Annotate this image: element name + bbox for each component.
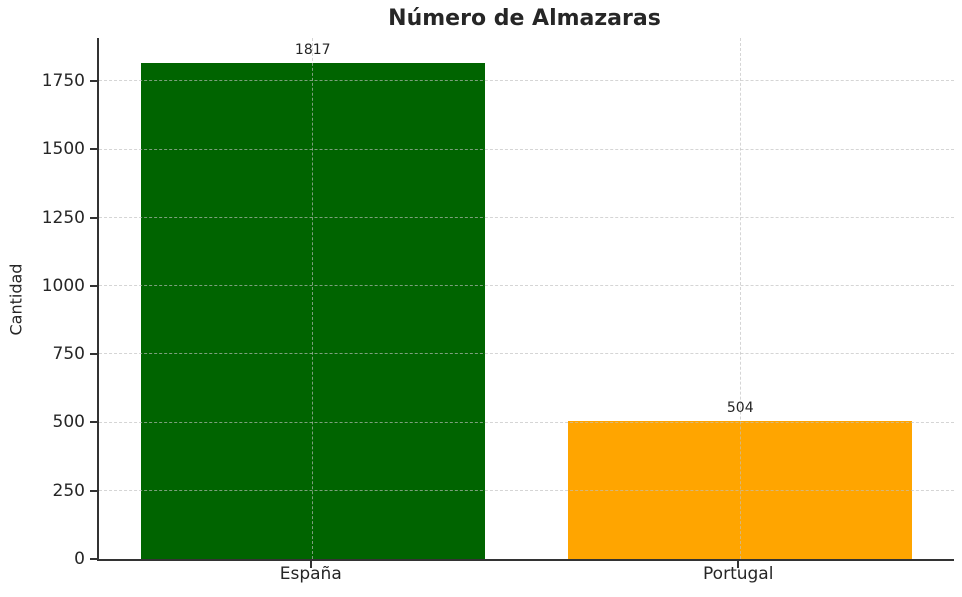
x-tick-mark [309, 561, 312, 568]
gridline-horizontal [99, 421, 954, 423]
y-tick-label: 1000 [41, 275, 85, 296]
gridline-horizontal [99, 489, 954, 491]
y-tick-label: 0 [74, 549, 85, 569]
y-tick-mark [90, 80, 97, 83]
chart-title: Número de Almazaras [388, 6, 661, 31]
x-tick-label: Portugal [703, 564, 774, 584]
bar-value-label: 1817 [294, 41, 331, 58]
gridline-vertical [739, 38, 741, 559]
plot-area: 1817 504 [97, 38, 954, 561]
y-tick-mark [90, 148, 97, 151]
y-tick-mark [90, 284, 97, 287]
gridline-horizontal [99, 148, 954, 150]
y-tick-mark [90, 353, 97, 356]
y-tick-mark [90, 216, 97, 219]
gridline-vertical [312, 38, 313, 559]
y-tick-mark [90, 489, 97, 492]
y-tick-label: 500 [52, 412, 85, 433]
y-tick-mark [90, 558, 97, 560]
y-tick-label: 250 [52, 480, 85, 501]
gridline-horizontal [99, 285, 954, 287]
bar-value-label: 504 [726, 400, 754, 417]
y-tick-label: 1750 [41, 71, 85, 92]
gridline-horizontal [99, 353, 954, 355]
gridline-horizontal [99, 80, 954, 82]
y-tick-label: 1250 [41, 207, 85, 228]
y-axis-label: Cantidad [6, 263, 26, 336]
y-tick-mark [90, 421, 97, 424]
y-tick-label: 1500 [41, 139, 85, 160]
y-tick-label: 750 [52, 344, 85, 365]
x-tick-label: España [279, 564, 342, 584]
gridline-horizontal [99, 216, 954, 218]
x-tick-mark [737, 561, 740, 568]
